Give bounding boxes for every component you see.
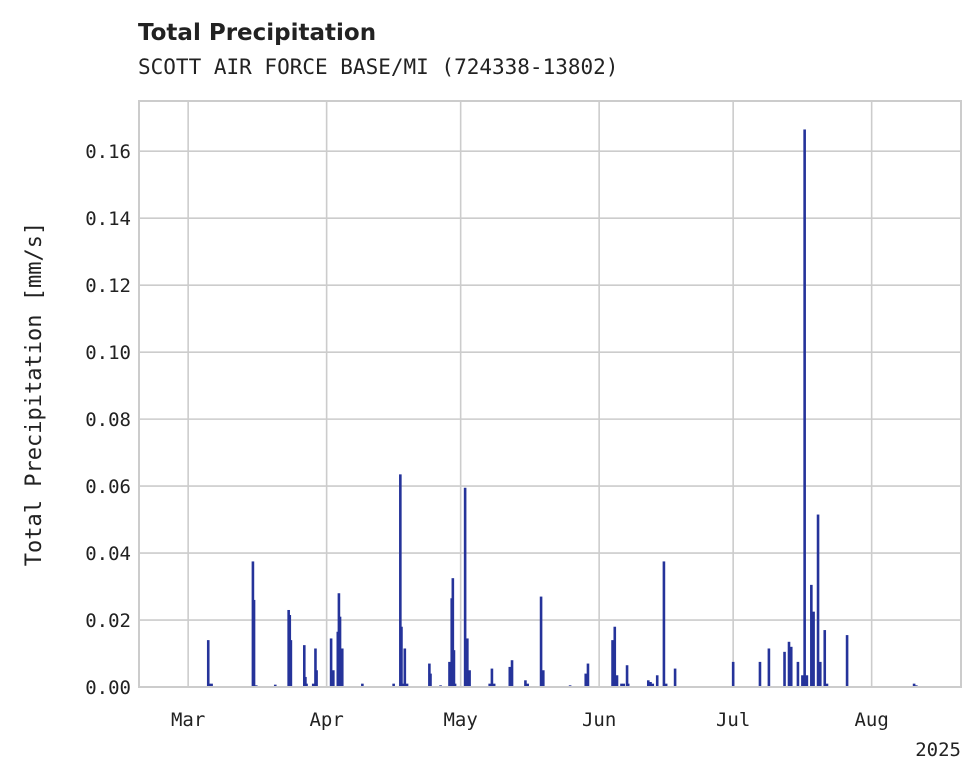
precip-bar [466, 638, 469, 687]
plot-frame [138, 100, 962, 688]
precip-bar [651, 683, 655, 687]
y-tick-label: 0.10 [85, 342, 131, 364]
x-tick-label: Jun [582, 709, 616, 731]
y-tick-label: 0.00 [85, 677, 131, 699]
precip-bar [315, 670, 318, 687]
precip-bar [490, 668, 494, 687]
precip-bar [340, 648, 344, 687]
precip-bar [664, 683, 668, 687]
precip-bar [405, 683, 409, 687]
precip-bar [392, 683, 395, 687]
precip-bar [305, 683, 308, 687]
precip-bar [816, 514, 820, 687]
grid-lines [139, 101, 961, 688]
precip-bar [524, 680, 527, 687]
precip-bar [289, 640, 293, 687]
precip-bar [731, 661, 735, 687]
precip-bar [662, 561, 666, 687]
precip-bar [625, 665, 629, 687]
precip-bar [206, 640, 210, 687]
precip-bar [338, 616, 342, 687]
precip-bar [463, 487, 467, 687]
precip-bar [361, 683, 364, 687]
chart-subtitle: SCOTT AIR FORCE BASE/MI (724338-13802) [138, 55, 618, 79]
precip-bar [399, 474, 402, 687]
precip-bar [332, 670, 335, 687]
precip-bar [622, 683, 626, 687]
precip-bar [210, 683, 213, 687]
x-axis-year-label: 2025 [915, 739, 961, 761]
precip-bar [451, 578, 455, 687]
precip-bar [403, 648, 407, 687]
precip-bar [845, 635, 849, 687]
bar-series [206, 129, 918, 687]
y-tick-label: 0.12 [85, 275, 131, 297]
precip-bar [539, 596, 543, 687]
y-tick-label: 0.04 [85, 543, 131, 565]
precip-bar [758, 661, 762, 687]
x-axis-ticks: Mar Apr May Jun Jul Aug [171, 709, 889, 731]
precip-bar [626, 683, 630, 687]
x-tick-label: Mar [171, 709, 205, 731]
precip-bar [767, 648, 771, 687]
precip-bar [615, 675, 619, 687]
precip-bar [508, 666, 512, 687]
precip-bar [812, 611, 815, 687]
precip-bar [329, 638, 333, 687]
precip-bar [492, 683, 496, 687]
precip-bar [302, 645, 306, 687]
precip-bar [649, 681, 652, 687]
precip-bar [801, 675, 804, 687]
y-axis-ticks: 0.00 0.02 0.04 0.06 0.08 0.10 0.12 0.14 0.16 [85, 141, 131, 699]
precip-bar [823, 630, 827, 687]
precip-bar [611, 640, 614, 687]
precip-bar [805, 675, 809, 687]
precip-bar [620, 683, 623, 687]
precip-bar [613, 626, 617, 687]
x-tick-label: Apr [309, 709, 343, 731]
precip-bar [452, 650, 456, 687]
y-tick-label: 0.08 [85, 409, 131, 431]
precip-bar [468, 670, 471, 687]
precip-bar [429, 673, 432, 687]
precip-bar [673, 668, 677, 687]
precip-bar [488, 683, 491, 687]
precip-bar [304, 676, 307, 687]
precip-bar [803, 129, 806, 687]
precip-bar [453, 683, 457, 687]
y-tick-label: 0.02 [85, 610, 131, 632]
x-tick-label: May [443, 709, 477, 731]
precip-bar [818, 661, 822, 687]
precip-bar [789, 646, 793, 687]
precip-bar [912, 683, 916, 687]
y-tick-label: 0.16 [85, 141, 131, 163]
precip-bar [541, 670, 545, 687]
precip-bar [526, 683, 529, 687]
precip-bar [584, 673, 588, 687]
y-tick-label: 0.14 [85, 208, 131, 230]
precip-bar [810, 584, 813, 687]
precip-bar [825, 683, 829, 687]
precip-bar [783, 651, 786, 687]
y-axis-label: Total Precipitation [mm/s] [22, 222, 47, 566]
precip-bar [314, 648, 317, 687]
y-tick-label: 0.06 [85, 476, 131, 498]
precip-bar [796, 661, 800, 687]
precip-bar [311, 683, 315, 687]
precip-bar [646, 680, 650, 687]
precip-bar [586, 663, 590, 687]
precip-bar [252, 599, 256, 687]
precip-bar [655, 675, 659, 687]
precip-bar [273, 684, 277, 687]
precip-bar [400, 626, 403, 687]
x-tick-label: Jul [716, 709, 750, 731]
precip-bar [448, 661, 451, 687]
precip-bar [510, 660, 514, 687]
precip-bar [208, 683, 211, 687]
chart-title: Total Precipitation [138, 20, 376, 46]
precip-bar [787, 641, 791, 687]
precip-bar [401, 683, 404, 687]
x-tick-label: Aug [854, 709, 888, 731]
